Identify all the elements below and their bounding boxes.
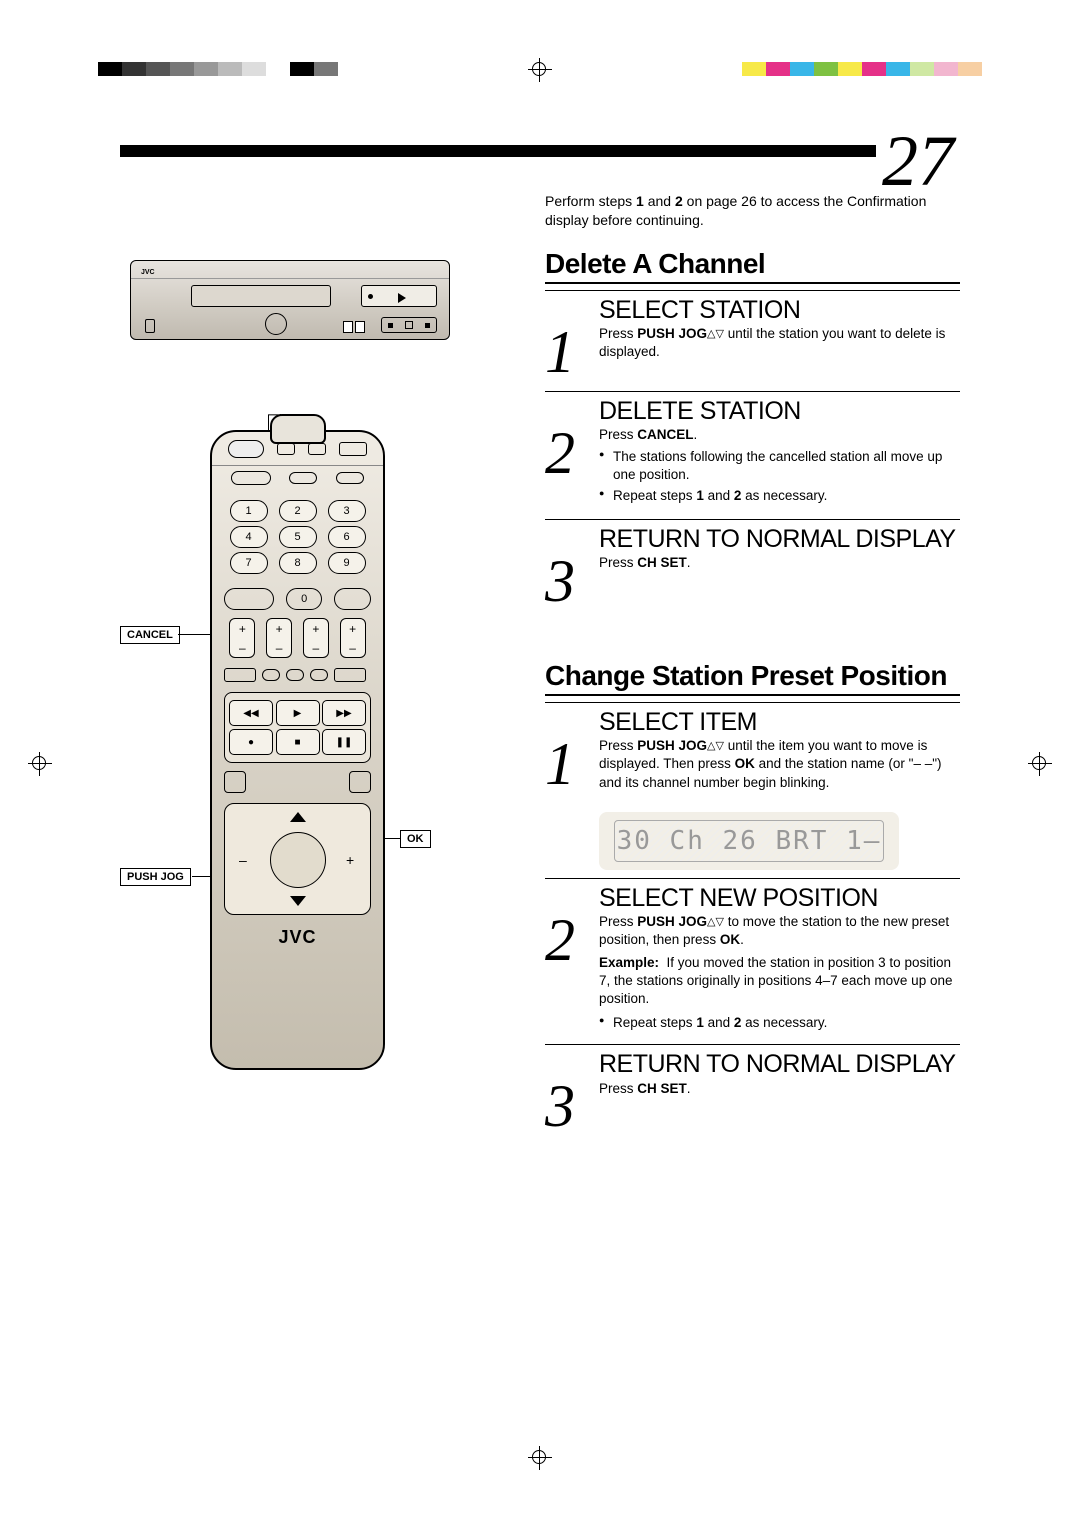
callout-ok: OK [400,830,431,848]
registration-mark-icon [28,752,52,776]
step-text: Press PUSH JOG△▽ until the item you want… [599,737,960,792]
callout-push-jog: PUSH JOG [120,868,191,886]
brand-logo: JVC [212,927,383,948]
color-bar-left [98,62,338,76]
step-text: Press CANCEL. [599,426,960,444]
step-text: Press PUSH JOG△▽ until the station you w… [599,325,960,361]
page-number: 27 [876,120,960,203]
step-title: SELECT NEW POSITION [599,885,960,911]
step-number: 2 [545,398,585,507]
intro-text: Perform steps 1 and 2 on page 26 to acce… [545,192,960,230]
step-title: RETURN TO NORMAL DISPLAY [599,1051,960,1077]
step-title: SELECT STATION [599,297,960,323]
callout-cancel: CANCEL [120,626,180,644]
bullet-item: Repeat steps 1 and 2 as necessary. [599,1014,960,1032]
registration-mark-icon [528,1446,552,1470]
step-text: Press PUSH JOG△▽ to move the station to … [599,913,960,949]
step-title: DELETE STATION [599,398,960,424]
step-number: 3 [545,526,585,608]
section-title-delete: Delete A Channel [545,248,960,280]
registration-mark-icon [1028,752,1052,776]
step-number: 1 [545,709,585,792]
step-title: RETURN TO NORMAL DISPLAY [599,526,960,552]
lcd-display: 30 Ch 26 BRT 1– [599,812,899,870]
step-text: Press CH SET. [599,554,960,572]
step-number: 2 [545,885,585,1033]
vcr-illustration: JVC [130,260,450,340]
color-bar-right [742,62,982,76]
step-number: 1 [545,297,585,379]
example-text: Example: If you moved the station in pos… [599,954,960,1009]
section-title-change: Change Station Preset Position [545,660,960,692]
step-title: SELECT ITEM [599,709,960,735]
header-rule [120,145,960,157]
step-number: 3 [545,1051,585,1133]
step-text: Press CH SET. [599,1080,960,1098]
registration-mark-icon [528,58,552,82]
bullet-list: The stations following the cancelled sta… [599,448,960,505]
remote-illustration: CH SET CANCEL OK PUSH JOG [120,400,460,1100]
